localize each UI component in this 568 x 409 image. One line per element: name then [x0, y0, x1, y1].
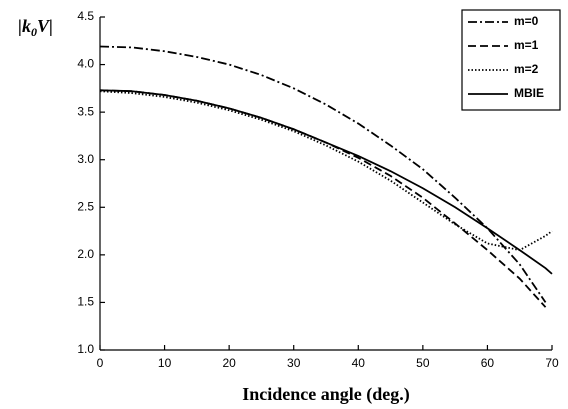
legend-label: m=1: [514, 38, 539, 52]
x-tick-label: 20: [222, 356, 236, 370]
x-tick-label: 0: [97, 356, 104, 370]
x-axis-label: Incidence angle (deg.): [242, 384, 409, 405]
series-line: [99, 45, 547, 303]
x-tick-label: 10: [158, 356, 172, 370]
y-tick-label: 3.0: [77, 152, 94, 166]
y-tick-label: 1.0: [77, 342, 94, 356]
x-tick-label: 70: [545, 356, 559, 370]
series-line: [99, 89, 553, 275]
series-line: [99, 90, 553, 252]
y-label-part: |k: [18, 16, 31, 36]
y-axis-label: |k0V|: [18, 16, 53, 39]
x-tick-label: 30: [287, 356, 301, 370]
x-tick-label: 60: [481, 356, 495, 370]
y-tick-label: 1.5: [77, 295, 94, 309]
legend-label: m=2: [514, 62, 539, 76]
y-label-part: V|: [37, 16, 53, 36]
legend-label: MBIE: [514, 86, 544, 100]
series-line: [99, 89, 547, 308]
y-tick-label: 4.0: [77, 57, 94, 71]
y-label-part: 0: [31, 25, 37, 39]
y-tick-label: 4.5: [77, 9, 94, 23]
legend-box: [461, 9, 561, 111]
x-tick-label: 40: [352, 356, 366, 370]
y-tick-label: 2.0: [77, 247, 94, 261]
legend-label: m=0: [514, 14, 539, 28]
y-tick-label: 3.5: [77, 104, 94, 118]
y-tick-label: 2.5: [77, 199, 94, 213]
x-tick-label: 50: [416, 356, 430, 370]
